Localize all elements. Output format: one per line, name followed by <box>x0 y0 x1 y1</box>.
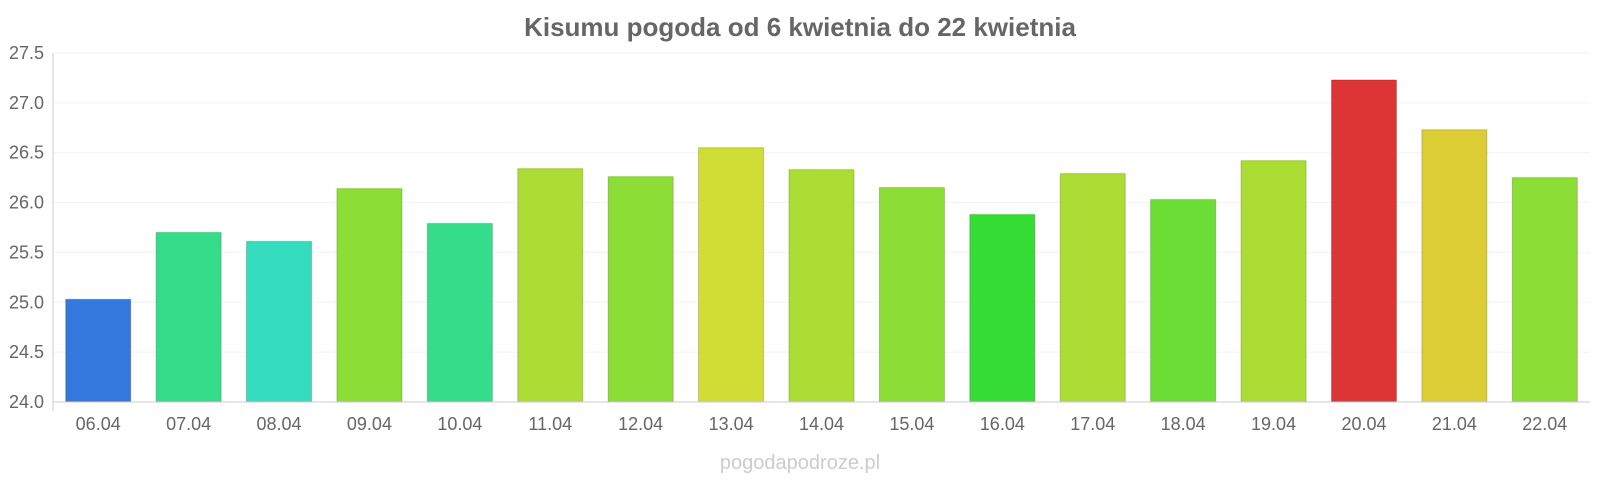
x-tick-label: 06.04 <box>76 414 121 434</box>
bar-16.04 <box>969 214 1036 403</box>
y-tick-label: 26.5 <box>9 143 44 163</box>
y-tick-label: 24.5 <box>9 342 44 362</box>
x-tick-label: 17.04 <box>1070 414 1115 434</box>
y-tick-label: 24.0 <box>9 392 44 412</box>
bar-19.04 <box>1240 160 1307 403</box>
bar-06.04 <box>65 298 132 403</box>
bar-07.04 <box>155 231 222 403</box>
watermark: pogodapodroze.pl <box>720 452 880 474</box>
chart-title: Kisumu pogoda od 6 kwietnia do 22 kwietn… <box>524 12 1076 42</box>
bars <box>65 79 1578 403</box>
x-tick-label: 14.04 <box>799 414 844 434</box>
bar-11.04 <box>517 168 584 403</box>
x-tick-label: 10.04 <box>437 414 482 434</box>
x-tick-label: 18.04 <box>1161 414 1206 434</box>
x-tick-label: 21.04 <box>1432 414 1477 434</box>
x-tick-label: 22.04 <box>1522 414 1567 434</box>
y-tick-label: 25.0 <box>9 292 44 312</box>
y-tick-label: 27.5 <box>9 43 44 63</box>
x-tick-label: 15.04 <box>889 414 934 434</box>
bar-10.04 <box>426 223 493 403</box>
y-axis: 24.0 24.5 25.0 25.5 26.0 26.5 27.0 27.5 <box>9 43 54 412</box>
x-tick-label: 12.04 <box>618 414 663 434</box>
x-tick-label: 08.04 <box>257 414 302 434</box>
bar-08.04 <box>245 240 313 403</box>
bar-21.04 <box>1421 129 1488 403</box>
bar-15.04 <box>878 187 945 403</box>
y-tick-label: 26.0 <box>9 193 44 213</box>
bar-12.04 <box>607 176 674 403</box>
y-tick-label: 27.0 <box>9 93 44 113</box>
bar-14.04 <box>788 169 855 403</box>
bar-18.04 <box>1150 199 1217 403</box>
y-tick-label: 25.5 <box>9 242 44 262</box>
bar-17.04 <box>1059 173 1126 403</box>
x-tick-label: 09.04 <box>347 414 392 434</box>
x-tick-label: 07.04 <box>166 414 211 434</box>
bar-22.04 <box>1511 177 1578 403</box>
bar-13.04 <box>698 147 765 403</box>
x-tick-label: 11.04 <box>528 414 572 434</box>
x-tick-label: 13.04 <box>709 414 754 434</box>
x-axis: 06.04 07.04 08.04 09.04 10.04 11.04 12.04 13.04… <box>53 401 1590 434</box>
bar-09.04 <box>336 188 403 403</box>
x-tick-label: 20.04 <box>1341 414 1386 434</box>
x-tick-label: 16.04 <box>980 414 1025 434</box>
x-tick-label: 19.04 <box>1251 414 1296 434</box>
bar-20.04 <box>1330 79 1398 403</box>
